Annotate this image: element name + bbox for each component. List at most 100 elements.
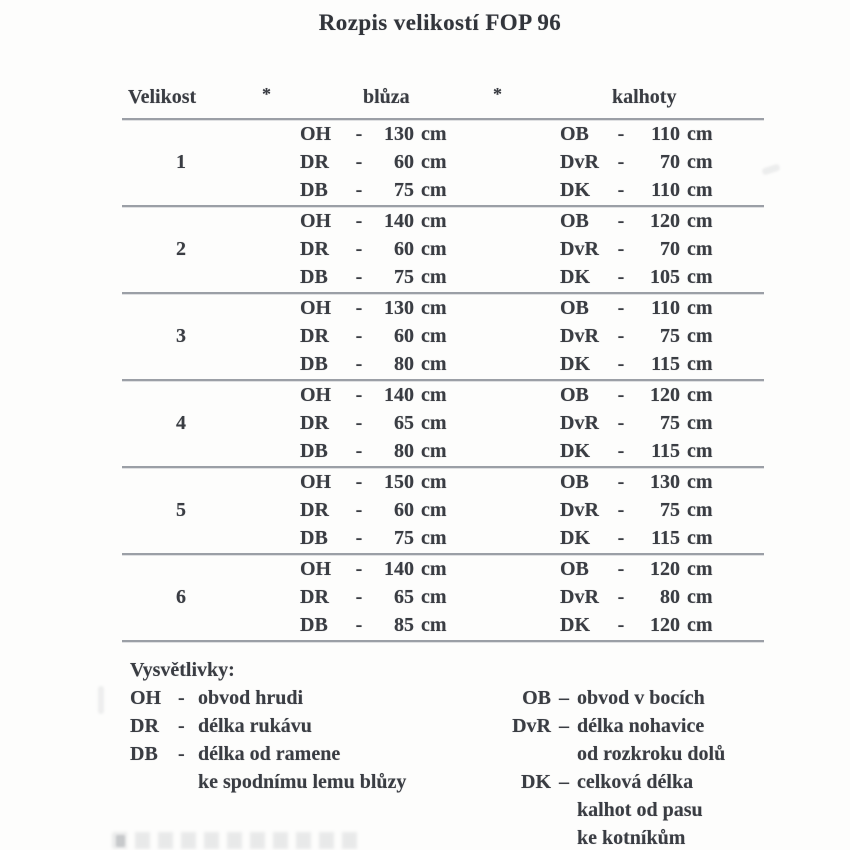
unit-label: cm bbox=[687, 266, 713, 288]
unit-label: cm bbox=[421, 384, 447, 406]
legend-text: délka rukávu bbox=[198, 715, 312, 737]
scan-artifact-tick bbox=[116, 835, 125, 847]
unit-label: cm bbox=[421, 586, 447, 608]
measure-value: 65 bbox=[394, 586, 414, 608]
legend-text-continuation: ke kotníkům bbox=[577, 827, 686, 849]
measure-abbr: DK bbox=[560, 440, 590, 462]
table-row: 1 OH -130 cm DR -60 cm DB -75 cm OB -110 cm DvR -70 cm D… bbox=[122, 120, 764, 207]
measure-abbr: DR bbox=[300, 151, 329, 173]
unit-label: cm bbox=[421, 266, 447, 288]
dash-separator: - bbox=[355, 151, 363, 173]
measurement-line: DK - 115 cm bbox=[560, 350, 713, 378]
measure-value: 60 bbox=[394, 325, 414, 347]
measurement-line: DR - 60 cm bbox=[300, 235, 447, 263]
dash-separator: - bbox=[617, 614, 625, 636]
measurement-line: OH -140 cm bbox=[300, 555, 447, 583]
measure-abbr: OB bbox=[560, 210, 589, 232]
measurement-line: DK - 120 cm bbox=[560, 611, 713, 639]
table-row: 2 OH -140 cm DR -60 cm DB -75 cm OB -120 cm DvR -70 cm D… bbox=[122, 207, 764, 294]
column-header-kalhoty: kalhoty bbox=[612, 86, 677, 108]
measurement-line: DB - 75 cm bbox=[300, 263, 447, 291]
legend-text-continuation: kalhot od pasu bbox=[577, 799, 703, 821]
measure-abbr: OH bbox=[300, 471, 332, 493]
measure-abbr: DK bbox=[560, 527, 590, 549]
dash-separator: - bbox=[355, 384, 363, 406]
legend-trousers-abbreviations: OB – obvod v bocích DvR – délka nohavice od ro… bbox=[505, 684, 725, 850]
measure-abbr: DB bbox=[300, 266, 328, 288]
measure-value: 150 bbox=[384, 471, 414, 493]
measure-abbr: DvR bbox=[560, 238, 599, 260]
blouse-measurements: OH -130 cm DR -60 cm DB -75 cm bbox=[300, 120, 447, 204]
unit-label: cm bbox=[687, 297, 713, 319]
measure-abbr: DvR bbox=[560, 586, 599, 608]
measurement-line: DK - 115 cm bbox=[560, 437, 713, 465]
dash-separator: - bbox=[617, 527, 625, 549]
unit-label: cm bbox=[687, 586, 713, 608]
dash-separator: - bbox=[617, 353, 625, 375]
legend-blouse-abbreviations: Vysvětlivky: OH - obvod hrudi DR - délka ruká… bbox=[130, 656, 406, 796]
column-header-velikost: Velikost bbox=[128, 86, 197, 108]
measure-value: 80 bbox=[394, 353, 414, 375]
unit-label: cm bbox=[421, 210, 447, 232]
measure-abbr: OH bbox=[300, 123, 332, 145]
blouse-measurements: OH -130 cm DR -60 cm DB -80 cm bbox=[300, 294, 447, 378]
blouse-measurements: OH -150 cm DR -60 cm DB -75 cm bbox=[300, 468, 447, 552]
dash-separator: - bbox=[617, 238, 625, 260]
unit-label: cm bbox=[687, 238, 713, 260]
dash-separator: - bbox=[617, 412, 625, 434]
column-header-bluza: blůza bbox=[363, 86, 410, 108]
measure-abbr: DB bbox=[300, 614, 328, 636]
dash-separator: - bbox=[178, 715, 185, 737]
unit-label: cm bbox=[421, 527, 447, 549]
measure-abbr: DvR bbox=[560, 412, 599, 434]
measure-abbr: DR bbox=[300, 586, 329, 608]
measure-value: 110 bbox=[651, 123, 680, 145]
measurement-line: DR - 60 cm bbox=[300, 148, 447, 176]
measure-abbr: DvR bbox=[560, 151, 599, 173]
measurement-line: OB - 130 cm bbox=[560, 468, 713, 496]
unit-label: cm bbox=[421, 238, 447, 260]
table-header-row: Velikost * blůza * kalhoty bbox=[122, 84, 764, 120]
unit-label: cm bbox=[687, 558, 713, 580]
measurement-line: DvR - 70 cm bbox=[560, 235, 713, 263]
measurement-line: DB - 80 cm bbox=[300, 437, 447, 465]
measure-value: 115 bbox=[651, 527, 680, 549]
scan-artifact-left-edge bbox=[98, 686, 104, 714]
dash-separator: - bbox=[355, 558, 363, 580]
measure-abbr: DK bbox=[560, 353, 590, 375]
blouse-measurements: OH -140 cm DR -60 cm DB -75 cm bbox=[300, 207, 447, 291]
measure-abbr: DR bbox=[300, 238, 329, 260]
measure-abbr: DB bbox=[300, 527, 328, 549]
blouse-measurements: OH -140 cm DR -65 cm DB -80 cm bbox=[300, 381, 447, 465]
measurement-line: OH -140 cm bbox=[300, 381, 447, 409]
dash-separator: - bbox=[355, 325, 363, 347]
dash-separator: - bbox=[355, 266, 363, 288]
trousers-measurements: OB - 110 cm DvR - 75 cm DK - 115 cm bbox=[560, 294, 713, 378]
dash-separator: – bbox=[559, 771, 569, 793]
measure-value: 115 bbox=[651, 353, 680, 375]
measure-value: 115 bbox=[651, 440, 680, 462]
measurement-line: DR - 65 cm bbox=[300, 409, 447, 437]
measure-abbr: OB bbox=[560, 297, 589, 319]
legend-item: DR - délka rukávu bbox=[130, 712, 406, 740]
measurement-line: DK - 110 cm bbox=[560, 176, 713, 204]
measure-abbr: DR bbox=[300, 499, 329, 521]
measure-value: 140 bbox=[384, 384, 414, 406]
size-value: 1 bbox=[176, 151, 186, 173]
table-row: 4 OH -140 cm DR -65 cm DB -80 cm OB -120 cm DvR -75 cm D… bbox=[122, 381, 764, 468]
unit-label: cm bbox=[421, 499, 447, 521]
measure-value: 105 bbox=[650, 266, 680, 288]
unit-label: cm bbox=[421, 353, 447, 375]
trousers-measurements: OB - 120 cm DvR - 70 cm DK - 105 cm bbox=[560, 207, 713, 291]
unit-label: cm bbox=[421, 297, 447, 319]
legend-abbr: DB bbox=[130, 743, 158, 765]
dash-separator: - bbox=[355, 297, 363, 319]
measure-value: 70 bbox=[660, 238, 680, 260]
measurement-line: OB - 120 cm bbox=[560, 381, 713, 409]
measure-value: 80 bbox=[660, 586, 680, 608]
measure-value: 110 bbox=[651, 179, 680, 201]
measure-value: 65 bbox=[394, 412, 414, 434]
dash-separator: - bbox=[617, 297, 625, 319]
dash-separator: - bbox=[178, 687, 185, 709]
